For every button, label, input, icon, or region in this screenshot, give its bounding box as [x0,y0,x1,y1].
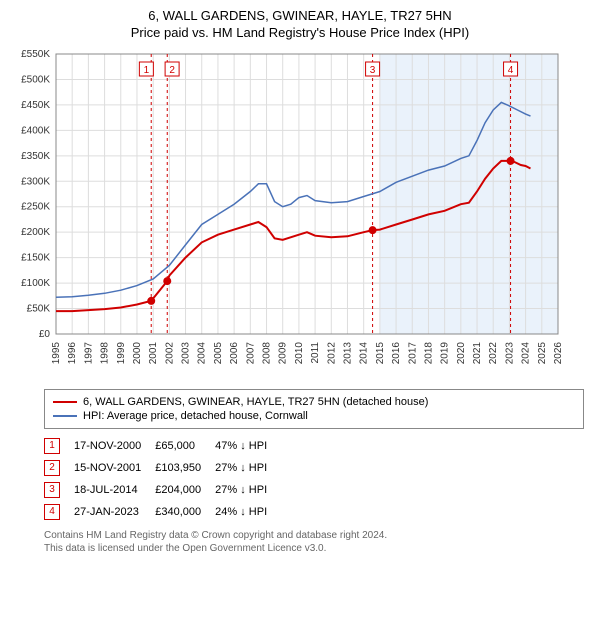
x-tick-label: 1997 [83,342,94,365]
chart-marker-label: 2 [169,65,175,76]
footer-line-1: Contains HM Land Registry data © Crown c… [44,529,584,542]
transaction-date: 15-NOV-2001 [74,457,155,479]
transaction-marker: 3 [44,482,60,498]
x-tick-label: 2008 [262,342,273,365]
transaction-date: 27-JAN-2023 [74,501,155,523]
x-tick-label: 2017 [407,342,418,365]
y-tick-label: £400K [21,125,50,136]
legend-label: 6, WALL GARDENS, GWINEAR, HAYLE, TR27 5H… [83,396,428,408]
x-tick-label: 2000 [132,342,143,365]
table-row: 4 27-JAN-2023£340,00024% ↓ HPI [44,501,281,523]
transaction-delta: 24% ↓ HPI [215,501,281,523]
x-tick-label: 2004 [197,342,208,365]
x-tick-label: 2005 [213,342,224,365]
y-tick-label: £300K [21,176,50,187]
y-tick-label: £500K [21,74,50,85]
transaction-marker: 1 [44,438,60,454]
chart-marker-label: 1 [144,65,150,76]
transaction-price: £204,000 [155,479,215,501]
legend: 6, WALL GARDENS, GWINEAR, HAYLE, TR27 5H… [44,389,584,429]
transaction-date: 18-JUL-2014 [74,479,155,501]
title-address: 6, WALL GARDENS, GWINEAR, HAYLE, TR27 5H… [8,8,592,23]
y-tick-label: £550K [21,49,50,60]
chart-marker-label: 4 [508,65,514,76]
x-tick-label: 2012 [326,342,337,365]
y-tick-label: £100K [21,278,50,289]
y-tick-label: £350K [21,151,50,162]
transactions-table: 1 17-NOV-2000£65,00047% ↓ HPI 2 15-NOV-2001… [44,435,281,523]
legend-swatch [53,401,77,403]
x-tick-label: 2002 [164,342,175,365]
y-tick-label: £150K [21,253,50,264]
x-tick-label: 2021 [472,342,483,365]
legend-item: 6, WALL GARDENS, GWINEAR, HAYLE, TR27 5H… [53,396,575,408]
x-tick-label: 1998 [100,342,111,365]
transaction-price: £103,950 [155,457,215,479]
x-tick-label: 2009 [278,342,289,365]
y-tick-label: £50K [27,304,51,315]
x-tick-label: 2006 [229,342,240,365]
x-tick-label: 2019 [440,342,451,365]
transaction-marker: 4 [44,504,60,520]
x-tick-label: 1999 [116,342,127,365]
transaction-date: 17-NOV-2000 [74,435,155,457]
y-tick-label: £250K [21,202,50,213]
y-tick-label: £450K [21,100,50,111]
transaction-delta: 47% ↓ HPI [215,435,281,457]
x-tick-label: 1995 [51,342,62,365]
x-tick-label: 2003 [181,342,192,365]
table-row: 3 18-JUL-2014£204,00027% ↓ HPI [44,479,281,501]
table-row: 2 15-NOV-2001£103,95027% ↓ HPI [44,457,281,479]
title-subtitle: Price paid vs. HM Land Registry's House … [8,25,592,40]
y-tick-label: £0 [39,329,51,340]
transaction-price: £340,000 [155,501,215,523]
x-tick-label: 2020 [456,342,467,365]
transaction-price: £65,000 [155,435,215,457]
x-tick-label: 2022 [488,342,499,365]
x-tick-label: 2026 [553,342,564,365]
x-tick-label: 2016 [391,342,402,365]
x-tick-label: 2010 [294,342,305,365]
y-tick-label: £200K [21,227,50,238]
x-tick-label: 2024 [521,342,532,365]
title-block: 6, WALL GARDENS, GWINEAR, HAYLE, TR27 5H… [8,8,592,40]
chart-area: £0 £50K £100K £150K £200K £250K £300K £350K £400… [8,48,592,383]
x-tick-label: 2013 [342,342,353,365]
x-tick-label: 2018 [423,342,434,365]
x-tick-label: 2001 [148,342,159,365]
price-chart: £0 £50K £100K £150K £200K £250K £300K £350K £400… [8,48,568,378]
legend-item: HPI: Average price, detached house, Corn… [53,410,575,422]
transaction-marker: 2 [44,460,60,476]
footer-attribution: Contains HM Land Registry data © Crown c… [44,529,584,555]
x-tick-label: 2025 [537,342,548,365]
x-tick-label: 2007 [245,342,256,365]
x-tick-label: 2023 [504,342,515,365]
x-tick-label: 2014 [359,342,370,365]
table-row: 1 17-NOV-2000£65,00047% ↓ HPI [44,435,281,457]
x-tick-label: 2015 [375,342,386,365]
x-tick-label: 2011 [310,342,321,364]
x-tick-label: 1996 [67,342,78,365]
legend-label: HPI: Average price, detached house, Corn… [83,410,308,422]
footer-line-2: This data is licensed under the Open Gov… [44,542,584,555]
chart-marker-label: 3 [370,65,376,76]
page-container: 6, WALL GARDENS, GWINEAR, HAYLE, TR27 5H… [0,0,600,563]
transaction-delta: 27% ↓ HPI [215,479,281,501]
legend-swatch [53,415,77,417]
transaction-delta: 27% ↓ HPI [215,457,281,479]
